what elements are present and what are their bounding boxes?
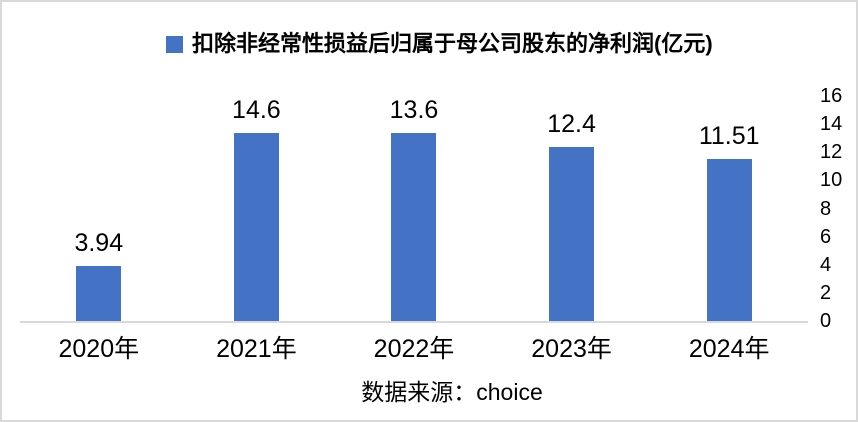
bar-group: 14.6 [178,96,336,321]
bar [76,265,122,321]
x-axis-label: 2022年 [373,335,455,363]
y-axis-tick-label: 16 [820,85,843,107]
y-axis-tick-label: 0 [820,310,832,332]
bar [391,133,437,321]
bar-value-label: 12.4 [547,109,596,138]
bar [549,146,595,321]
bar-group: 13.6 [335,96,493,321]
bar-value-label: 14.6 [232,96,281,124]
bar-value-label: 11.51 [698,122,760,151]
y-axis-tick-label: 8 [820,197,832,220]
x-axis-label: 2023年 [531,335,612,363]
bar-value-label: 13.6 [389,96,439,124]
legend-swatch-icon [166,35,183,53]
bar-group: 3.94 [20,96,178,321]
y-axis-tick-label: 14 [820,113,843,136]
plot-area: 3.94 14.6 13.6 12.4 11.51 [20,96,808,323]
chart-legend: 扣除非经常性损益后归属于母公司股东的净利润(亿元) [166,31,713,57]
x-axis-label: 2024年 [688,335,770,363]
bar-group: 12.4 [493,96,651,321]
x-axis-labels: 2020年 2021年 2022年 2023年 2024年 [20,334,808,364]
bar-value-label: 3.94 [74,228,124,257]
y-axis-tick-label: 2 [820,281,832,304]
y-axis: 0 2 4 6 8 10 12 14 16 [820,86,856,331]
y-axis-tick-label: 10 [820,169,843,192]
y-axis-tick-label: 4 [820,253,832,276]
y-axis-tick-label: 12 [820,141,843,164]
bar [233,133,279,321]
source-note: 数据来源：choice [361,379,543,405]
bar [706,159,752,321]
x-axis-label: 2020年 [58,335,140,363]
y-axis-tick-label: 6 [820,225,832,248]
legend-label: 扣除非经常性损益后归属于母公司股东的净利润(亿元) [192,31,713,56]
bar-group: 11.51 [650,96,808,321]
x-axis-label: 2021年 [216,335,297,363]
